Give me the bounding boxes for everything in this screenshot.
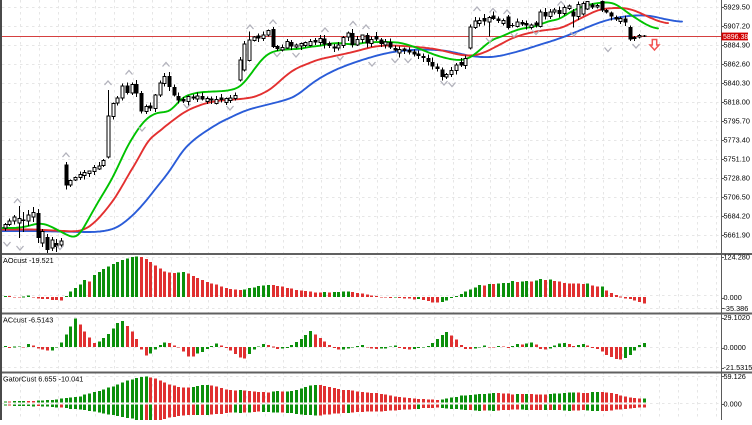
svg-text:AOcust -19.521: AOcust -19.521 [3,256,54,265]
svg-text:-21.5315: -21.5315 [724,363,752,372]
svg-text:5751.10: 5751.10 [724,155,750,164]
svg-text:0.000: 0.000 [724,293,742,302]
svg-text:5840.30: 5840.30 [724,79,750,88]
svg-text:0.000: 0.000 [724,400,742,409]
svg-text:5907.20: 5907.20 [724,22,750,31]
svg-text:5818.00: 5818.00 [724,98,750,107]
svg-text:5661.90: 5661.90 [724,231,750,240]
svg-text:29.1020: 29.1020 [724,313,750,322]
svg-text:ACcust -6.5143: ACcust -6.5143 [3,316,53,325]
svg-text:5862.60: 5862.60 [724,60,750,69]
svg-text:59.126: 59.126 [724,372,746,381]
svg-text:-35.386: -35.386 [724,304,749,313]
svg-text:5884.90: 5884.90 [724,41,750,50]
svg-text:5795.70: 5795.70 [724,117,750,126]
svg-text:5929.50: 5929.50 [724,3,750,12]
svg-text:5706.50: 5706.50 [724,193,750,202]
svg-text:GatorCust 6.655 -10.041: GatorCust 6.655 -10.041 [3,375,83,384]
svg-text:5773.40: 5773.40 [724,136,750,145]
svg-text:5728.80: 5728.80 [724,174,750,183]
svg-text:5684.20: 5684.20 [724,212,750,221]
svg-text:124.280: 124.280 [724,253,750,262]
svg-text:0.0000: 0.0000 [724,343,746,352]
